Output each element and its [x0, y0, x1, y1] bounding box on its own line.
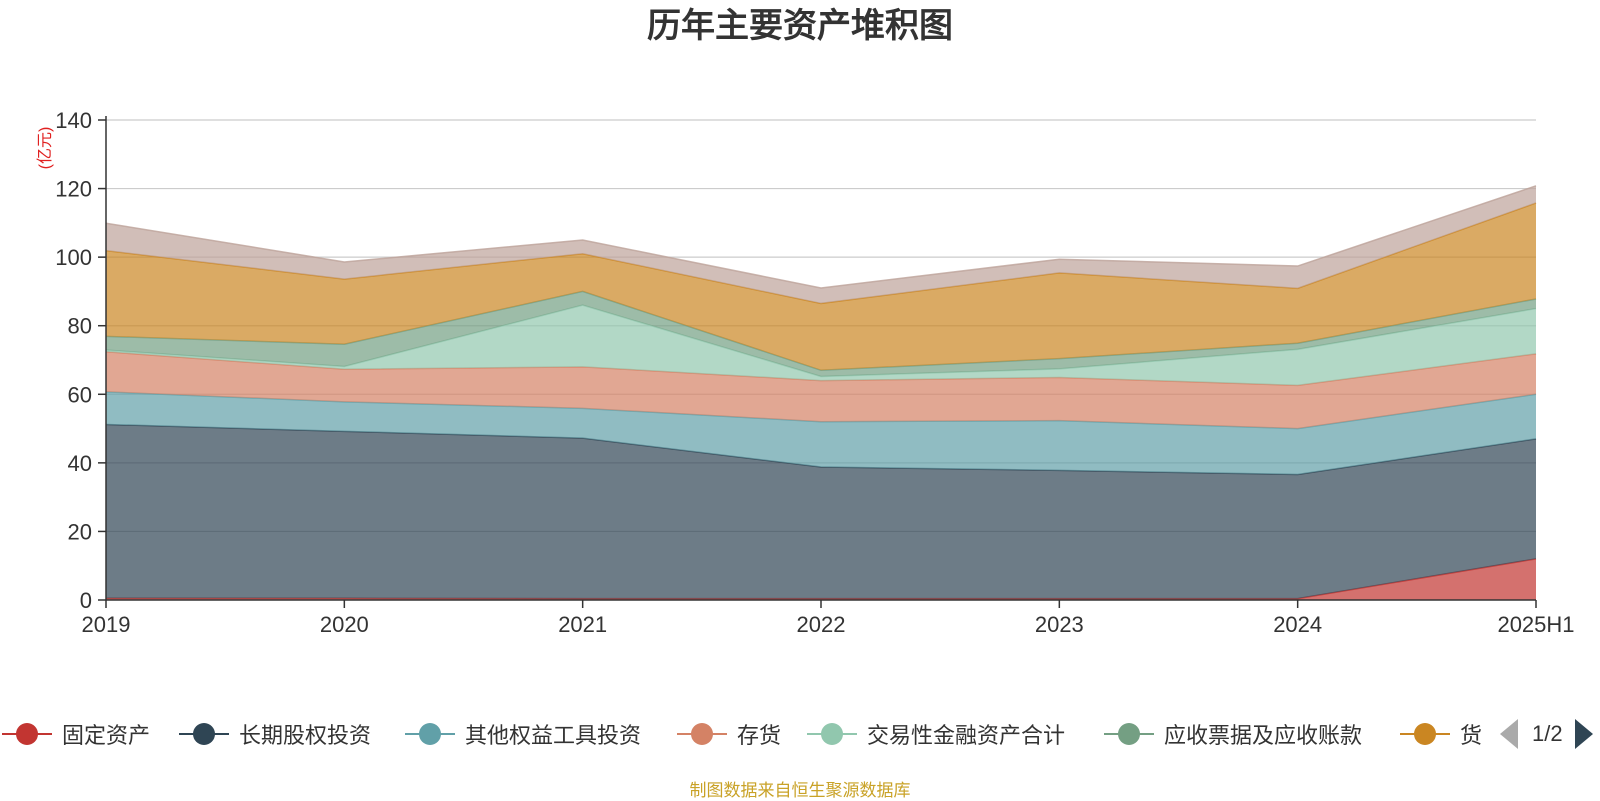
legend-marker-icon — [807, 719, 857, 749]
y-tick-label: 0 — [80, 588, 92, 613]
area-series-1[interactable] — [106, 424, 1536, 599]
x-tick-label: 2023 — [1035, 612, 1084, 637]
y-tick-label: 100 — [55, 245, 92, 270]
legend-item-5[interactable]: 应收票据及应收账款 — [1104, 714, 1362, 754]
x-tick-label: 2025H1 — [1497, 612, 1574, 637]
legend-item-1[interactable]: 长期股权投资 — [179, 714, 371, 754]
legend-prev-page-icon[interactable] — [1500, 719, 1518, 749]
legend: 1/2 固定资产 长期股权投资 其他权益工具投资 存货 交易性金融资产合计 应收票据及应收… — [0, 714, 1600, 754]
x-tick-label: 2022 — [797, 612, 846, 637]
area-series[interactable] — [105, 185, 1537, 600]
legend-label: 应收票据及应收账款 — [1164, 723, 1363, 748]
x-tick-label: 2021 — [558, 612, 607, 637]
legend-label: 固定资产 — [62, 723, 151, 748]
area-series-edge-7 — [105, 185, 1537, 289]
legend-marker-icon — [1104, 719, 1154, 749]
legend-item-0[interactable]: 固定资产 — [2, 714, 150, 754]
legend-label: 交易性金融资产合计 — [867, 723, 1066, 748]
legend-marker-icon — [2, 719, 52, 749]
area-series-2[interactable] — [106, 391, 1536, 475]
area-series-6[interactable] — [106, 202, 1536, 371]
legend-pager: 1/2 — [1500, 714, 1593, 754]
y-tick-label: 80 — [68, 314, 92, 339]
axes: 0 20 40 60 80 100 140 120 2019 2020 2021 2022 2023 20… — [36, 108, 1575, 637]
y-tick-label: 60 — [68, 382, 92, 407]
area-series-edge-6 — [105, 202, 1537, 305]
area-series-4[interactable] — [106, 305, 1536, 386]
area-series-edge-5 — [105, 290, 1537, 372]
area-series-3[interactable] — [106, 351, 1536, 429]
legend-label: 货 — [1460, 723, 1483, 748]
legend-next-page-icon[interactable] — [1574, 719, 1593, 749]
y-axis-unit: (亿元) — [36, 127, 54, 170]
y-tick-label: 120 — [55, 177, 92, 202]
x-tick-label: 2019 — [82, 612, 131, 637]
area-series-5[interactable] — [106, 291, 1536, 377]
area-series-7[interactable] — [106, 185, 1536, 304]
x-tick-label: 2020 — [320, 612, 369, 637]
legend-label: 长期股权投资 — [239, 723, 372, 748]
chart-title: 历年主要资产堆积图 — [647, 7, 953, 45]
x-tick-label: 2024 — [1273, 612, 1322, 637]
legend-item-3[interactable]: 存货 — [677, 714, 781, 754]
legend-marker-icon — [405, 719, 455, 749]
y-tick-label: 40 — [68, 451, 92, 476]
legend-item-6[interactable]: 货 — [1400, 714, 1482, 754]
area-series-0[interactable] — [106, 558, 1536, 600]
legend-marker-icon — [1400, 719, 1450, 749]
legend-marker-icon — [677, 719, 727, 749]
legend-marker-icon — [179, 719, 229, 749]
legend-item-4[interactable]: 交易性金融资产合计 — [807, 714, 1065, 754]
y-tick-label: 140 — [55, 108, 92, 133]
area-series-edge-0 — [106, 558, 1537, 600]
y-tick-label: 20 — [68, 519, 92, 544]
legend-label: 其他权益工具投资 — [465, 723, 642, 748]
legend-label: 存货 — [737, 723, 782, 748]
legend-item-2[interactable]: 其他权益工具投资 — [405, 714, 641, 754]
data-source-note: 制图数据来自恒生聚源数据库 — [689, 781, 911, 800]
legend-page-indicator: 1/2 — [1532, 721, 1563, 746]
